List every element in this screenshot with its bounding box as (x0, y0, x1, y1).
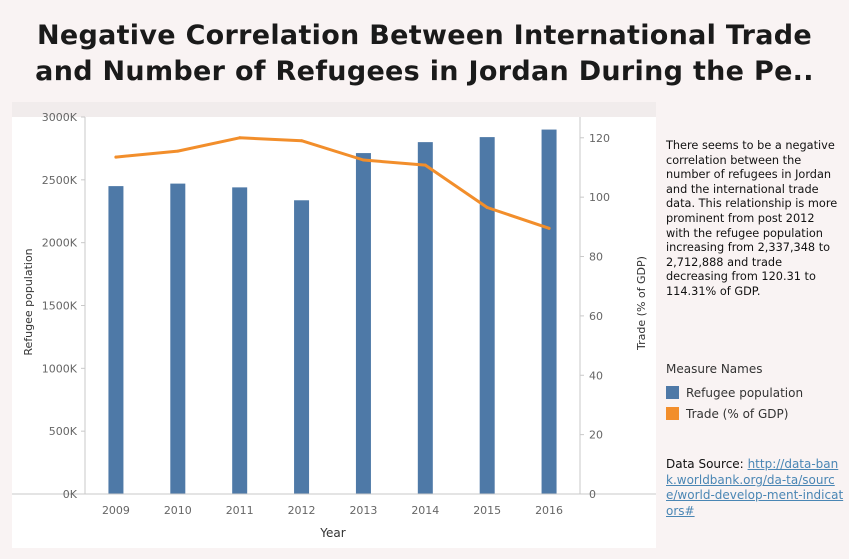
y-right-tick-label: 60 (589, 310, 603, 323)
y-right-tick-label: 40 (589, 369, 603, 382)
bar-refugee-2015[interactable] (479, 137, 495, 494)
bars-layer (108, 129, 557, 495)
legend-label-trade: Trade (% of GDP) (686, 406, 789, 421)
legend-item-refugee-population[interactable]: Refugee population (666, 382, 841, 403)
point-trade-2012[interactable] (300, 139, 304, 143)
chart-title-line-2: and Number of Refugees in Jordan During … (35, 56, 814, 87)
data-source: Data Source: http://data-bank.worldbank.… (666, 457, 844, 519)
data-source-label: Data Source: (666, 457, 744, 471)
x-tick-label-2009: 2009 (102, 504, 130, 517)
bar-refugee-2012[interactable] (294, 200, 310, 495)
combo-chart[interactable]: 0K 500K 1000K 1500K 2000K 2500K 3000K 0 20 40 60 80… (12, 102, 656, 548)
x-tick-label-2016: 2016 (535, 504, 563, 517)
y-left-tick-label: 2000K (42, 237, 78, 250)
x-axis-title: Year (319, 526, 345, 540)
point-trade-2010[interactable] (176, 149, 180, 153)
ticks-layer: 0K 500K 1000K 1500K 2000K 2500K 3000K 0 20 40 60 80… (42, 111, 610, 517)
chart-title: Negative Correlation Between Internation… (0, 18, 849, 90)
y-right-tick-label: 20 (589, 429, 603, 442)
x-tick-label-2014: 2014 (411, 504, 439, 517)
annotation-text: There seems to be a negative correlation… (666, 139, 838, 298)
data-source-link[interactable]: http://data-bank.worldbank.org/da-ta/sou… (666, 457, 844, 518)
y-left-tick-label: 2500K (42, 174, 78, 187)
point-trade-2011[interactable] (238, 136, 242, 140)
y-right-axis-title: Trade (% of GDP) (635, 256, 648, 351)
y-right-tick-label: 100 (589, 191, 610, 204)
legend-label-refugee-population: Refugee population (686, 385, 804, 400)
y-left-tick-label: 500K (49, 425, 78, 438)
x-tick-label-2012: 2012 (288, 504, 316, 517)
legend: Measure Names Refugee population Trade (… (666, 362, 841, 424)
x-tick-label-2015: 2015 (473, 504, 501, 517)
point-trade-2009[interactable] (114, 155, 118, 159)
legend-title: Measure Names (666, 362, 763, 376)
y-right-tick-label: 120 (589, 132, 610, 145)
chart-area[interactable]: 0K 500K 1000K 1500K 2000K 2500K 3000K 0 20 40 60 80… (12, 102, 656, 548)
y-left-axis-title: Refugee population (22, 248, 35, 355)
point-trade-2013[interactable] (361, 158, 365, 162)
line-layer (114, 136, 551, 230)
y-right-tick-label: 80 (589, 251, 603, 264)
y-left-tick-label: 0K (63, 488, 78, 501)
bar-refugee-2010[interactable] (170, 183, 186, 494)
x-tick-label-2010: 2010 (164, 504, 192, 517)
point-trade-2015[interactable] (485, 206, 489, 210)
x-tick-label-2013: 2013 (349, 504, 377, 517)
bar-refugee-2011[interactable] (232, 187, 248, 494)
y-left-tick-label: 3000K (42, 111, 78, 124)
bar-refugee-2013[interactable] (355, 153, 371, 494)
bar-refugee-2016[interactable] (541, 129, 557, 495)
point-trade-2014[interactable] (423, 163, 427, 167)
line-trade[interactable] (114, 136, 551, 230)
chart-header-band (12, 102, 656, 117)
legend-item-trade[interactable]: Trade (% of GDP) (666, 403, 841, 424)
bar-refugee-2014[interactable] (417, 142, 433, 494)
y-right-tick-label: 0 (589, 488, 596, 501)
chart-title-line-1: Negative Correlation Between Internation… (36, 20, 813, 51)
point-trade-2016[interactable] (547, 226, 551, 230)
y-left-tick-label: 1500K (42, 300, 78, 313)
legend-swatch-refugee-population (666, 386, 679, 399)
bar-refugee-2009[interactable] (108, 186, 124, 494)
x-tick-label-2011: 2011 (226, 504, 254, 517)
legend-swatch-trade (666, 407, 679, 420)
y-left-tick-label: 1000K (42, 362, 78, 375)
